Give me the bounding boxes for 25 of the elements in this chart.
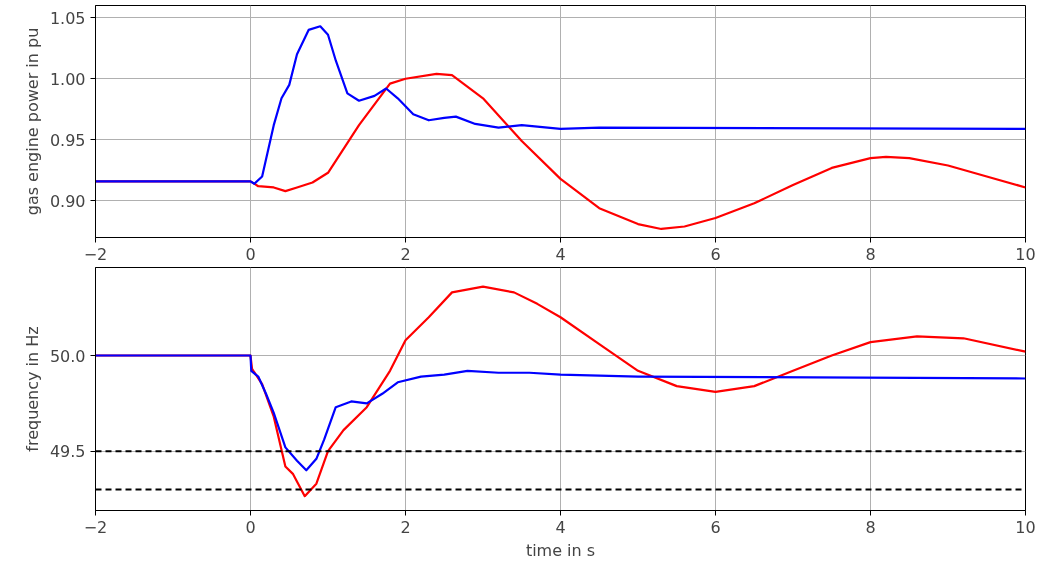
- x-tick-label: 8: [865, 244, 876, 264]
- x-tick-label: 6: [710, 244, 721, 264]
- x-tick-label: 2: [400, 517, 411, 537]
- x-tick-label: 6: [710, 517, 721, 537]
- x-tick-label: 0: [245, 244, 256, 264]
- x-tick-label: 0: [245, 517, 256, 537]
- x-tick-label: −2: [83, 244, 108, 264]
- y-tick-label: 1.00: [49, 69, 86, 89]
- line-series: [95, 25, 1026, 185]
- x-tick-label: 10: [1015, 244, 1036, 264]
- line-series: [95, 354, 1026, 472]
- x-tick-label: 2: [400, 244, 411, 264]
- x-tick-label: −2: [83, 517, 108, 537]
- y-tick-label: 1.05: [49, 8, 86, 28]
- y-axis-title: frequency in Hz: [22, 326, 42, 452]
- x-axis-title: time in s: [525, 540, 596, 560]
- y-tick-label: 49.5: [49, 442, 86, 462]
- y-tick-label: 0.95: [49, 130, 86, 150]
- x-tick-label: 4: [555, 244, 566, 264]
- x-tick-label: 4: [555, 517, 566, 537]
- y-axis-title: gas engine power in pu: [22, 27, 42, 216]
- x-tick-label: 10: [1015, 517, 1036, 537]
- y-tick-label: 50.0: [49, 346, 86, 366]
- y-tick-label: 0.90: [49, 191, 86, 211]
- x-tick-label: 8: [865, 517, 876, 537]
